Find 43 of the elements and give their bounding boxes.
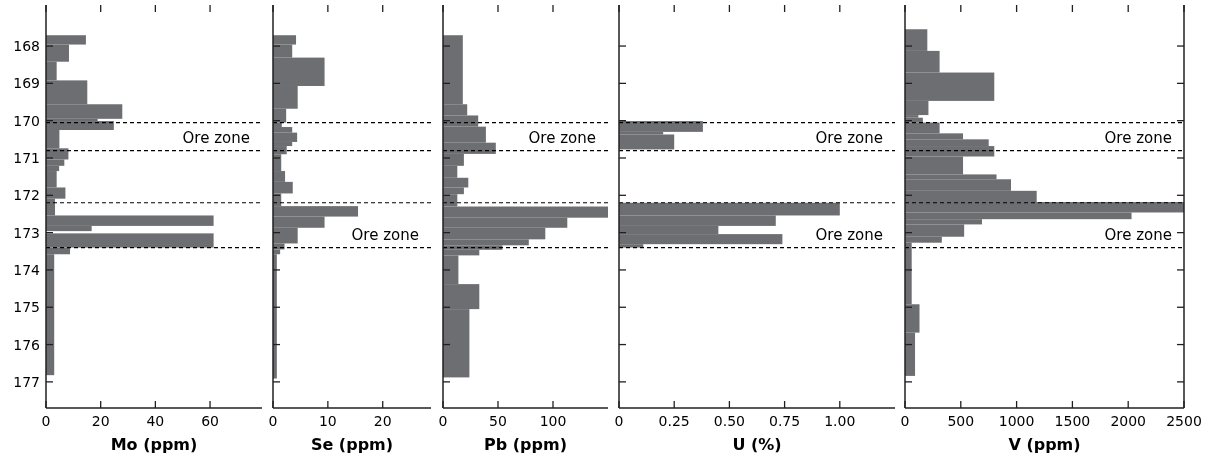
- y-tick-label: 171: [13, 149, 40, 166]
- x-tick-label: 0.50: [713, 413, 745, 429]
- ref-line-label: Ore zone: [815, 128, 883, 147]
- x-tick-label: 20: [373, 413, 392, 429]
- x-tick-label: 0: [900, 413, 910, 429]
- x-tick-label: 60: [201, 413, 219, 429]
- ref-line-label: Ore zone: [528, 128, 596, 147]
- x-tick-label: 0: [614, 413, 624, 429]
- x-axis-title: Se (ppm): [310, 435, 394, 454]
- ref-line-label: Ore zone: [815, 225, 883, 244]
- y-tick-label: 173: [13, 224, 40, 241]
- x-tick-label: 0: [438, 413, 448, 429]
- x-axis-title: Pb (ppm): [484, 435, 567, 454]
- y-tick-label: 175: [13, 299, 40, 316]
- x-tick-label: 20: [91, 413, 110, 429]
- y-tick-label: 174: [13, 261, 41, 278]
- x-tick-label: 40: [146, 413, 165, 429]
- x-tick-label: 2000: [1110, 413, 1147, 429]
- ref-line-label: Ore zone: [1104, 225, 1172, 244]
- x-axis-title: Mo (ppm): [110, 435, 198, 454]
- y-tick-label: 177: [13, 373, 40, 390]
- y-tick-label: 168: [13, 38, 40, 55]
- y-tick-label: 169: [13, 75, 40, 92]
- ref-line-label: Ore zone: [351, 225, 419, 244]
- x-tick-label: 500: [947, 413, 975, 429]
- y-tick-label: 172: [13, 187, 40, 204]
- x-tick-label: 0.75: [769, 413, 801, 429]
- y-tick-label: 170: [13, 112, 40, 129]
- x-tick-label: 1.00: [824, 413, 856, 429]
- ref-line-label: Ore zone: [1104, 128, 1172, 147]
- x-tick-label: 2500: [1166, 413, 1202, 429]
- x-tick-label: 10: [318, 413, 337, 429]
- x-tick-label: 50: [489, 413, 507, 429]
- x-tick-label: 100: [539, 413, 567, 429]
- ref-line-label: Ore zone: [182, 128, 250, 147]
- x-axis-title: U (%): [732, 435, 782, 454]
- x-tick-label: 0.25: [658, 413, 690, 429]
- x-axis-title: V (ppm): [1008, 435, 1081, 454]
- x-tick-label: 1000: [998, 413, 1035, 429]
- y-tick-label: 176: [13, 336, 41, 353]
- x-tick-label: 0: [41, 413, 51, 429]
- x-tick-label: 1500: [1054, 413, 1091, 429]
- x-tick-label: 0: [268, 413, 278, 429]
